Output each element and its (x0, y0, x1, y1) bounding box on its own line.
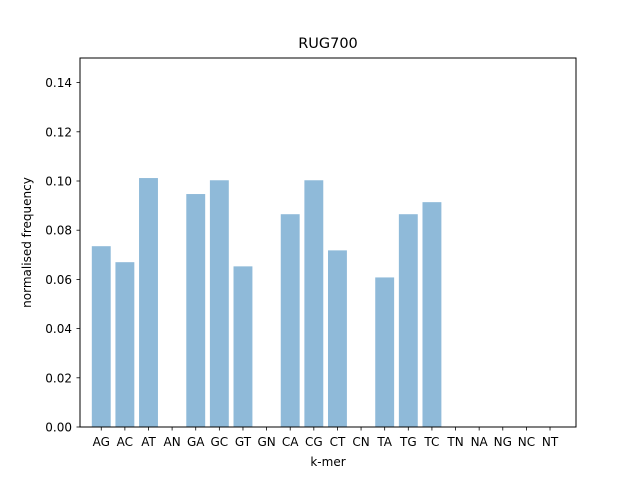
bar-ct (328, 250, 347, 427)
x-tick-label: AT (141, 435, 156, 449)
y-tick-label: 0.02 (45, 371, 72, 385)
chart-title: RUG700 (298, 36, 358, 52)
x-tick-label: CG (305, 435, 323, 449)
y-axis-label: normalised frequency (20, 177, 34, 308)
x-tick-label: AN (164, 435, 181, 449)
bar-at (139, 178, 158, 427)
x-tick-label: CN (352, 435, 369, 449)
x-tick-label: NT (542, 435, 559, 449)
x-tick-label: GA (187, 435, 205, 449)
x-tick-label: TN (446, 435, 463, 449)
bar-ga (186, 194, 206, 427)
bar-tc (422, 202, 442, 427)
bar-ta (375, 277, 395, 427)
y-tick-label: 0.08 (45, 224, 72, 238)
x-tick-label: TA (376, 435, 392, 449)
y-tick-label: 0.10 (45, 175, 72, 189)
y-axis: 0.00 0.02 0.04 0.06 0.08 0.10 0.12 0.14 (45, 76, 80, 435)
x-tick-label: TC (423, 435, 439, 449)
x-axis-label: k-mer (310, 455, 345, 469)
bar-cg (304, 180, 324, 427)
bar-ca (280, 214, 300, 427)
y-tick-label: 0.00 (45, 421, 72, 435)
y-tick-label: 0.12 (45, 125, 72, 139)
x-tick-label: GT (235, 435, 252, 449)
plot-frame (79, 57, 577, 428)
bar-ac (115, 262, 135, 427)
bar-gc (209, 180, 229, 427)
bar-gt (233, 266, 253, 427)
x-tick-label: NC (518, 435, 535, 449)
x-tick-label: CA (282, 435, 299, 449)
y-tick-label: 0.04 (45, 322, 72, 336)
x-tick-label: NG (494, 435, 512, 449)
x-tick-label: AG (93, 435, 110, 449)
x-tick-label: NA (471, 435, 489, 449)
bars-group (91, 178, 442, 427)
x-tick-label: TG (399, 435, 417, 449)
y-tick-label: 0.14 (45, 76, 72, 90)
x-tick-label: GC (211, 435, 229, 449)
x-tick-label: AC (117, 435, 133, 449)
x-tick-label: GN (257, 435, 275, 449)
y-tick-label: 0.06 (45, 273, 72, 287)
x-axis: AG AC AT AN GA GC GT GN CA CG CT CN TA TG TC TN NA NG NC NT (93, 427, 559, 449)
bar-ag (91, 246, 111, 427)
bar-tg (398, 214, 418, 427)
x-tick-label: CT (330, 435, 346, 449)
